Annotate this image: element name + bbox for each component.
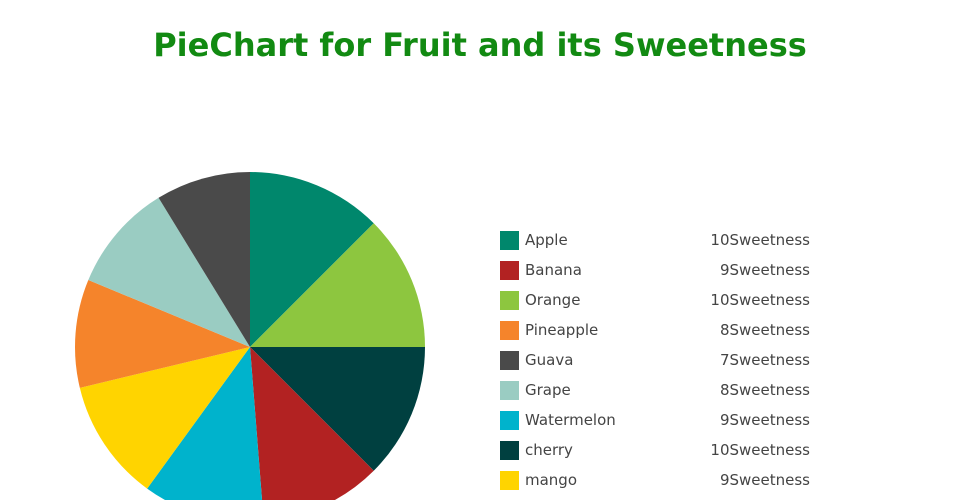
legend-swatch xyxy=(500,350,519,370)
legend-value: 9Sweetness xyxy=(719,261,810,279)
pie-slice-guava[interactable] xyxy=(158,172,250,347)
legend-item-banana[interactable]: Banana 9Sweetness xyxy=(500,255,810,285)
pie-slice-grape[interactable] xyxy=(88,197,250,347)
legend-value: 10Sweetness xyxy=(710,441,810,459)
legend-item-pineapple[interactable]: Pineapple 8Sweetness xyxy=(500,315,810,345)
legend-label: cherry xyxy=(525,441,573,459)
legend-label: Grape xyxy=(525,381,571,399)
legend-swatch xyxy=(500,380,519,400)
pie-slice-watermelon[interactable] xyxy=(147,347,264,500)
legend-value: 8Sweetness xyxy=(719,321,810,339)
legend-label: mango xyxy=(525,471,578,489)
chart-title: PieChart for Fruit and its Sweetness xyxy=(153,26,807,64)
legend-swatch xyxy=(500,410,519,430)
legend-swatch xyxy=(500,290,519,310)
legend-label: Orange xyxy=(525,291,581,309)
legend-swatch xyxy=(500,230,519,250)
legend-item-apple[interactable]: Apple 10Sweetness xyxy=(500,225,810,255)
pie-slice-apple[interactable] xyxy=(250,172,374,347)
legend-swatch xyxy=(500,440,519,460)
legend-swatch xyxy=(500,320,519,340)
pie-slice-cherry[interactable] xyxy=(250,347,425,471)
legend-value: 10Sweetness xyxy=(710,231,810,249)
legend-label: Guava xyxy=(525,351,574,369)
legend-value: 10Sweetness xyxy=(710,291,810,309)
legend-item-cherry[interactable]: cherry 10Sweetness xyxy=(500,435,810,465)
legend-label: Watermelon xyxy=(525,411,616,429)
legend-label: Banana xyxy=(525,261,582,279)
pie-slice-pineapple[interactable] xyxy=(75,280,250,388)
legend-label: Pineapple xyxy=(525,321,599,339)
legend-value: 9Sweetness xyxy=(719,411,810,429)
legend-item-mango[interactable]: mango 9Sweetness xyxy=(500,465,810,495)
legend-item-watermelon[interactable]: Watermelon 9Sweetness xyxy=(500,405,810,435)
pie-slice-banana[interactable] xyxy=(250,347,374,500)
legend-value: 8Sweetness xyxy=(719,381,810,399)
legend-item-orange[interactable]: Orange 10Sweetness xyxy=(500,285,810,315)
pie-slice-orange[interactable] xyxy=(250,223,425,347)
legend-item-guava[interactable]: Guava 7Sweetness xyxy=(500,345,810,375)
pie-slice-mango[interactable] xyxy=(79,347,250,489)
legend-item-grape[interactable]: Grape 8Sweetness xyxy=(500,375,810,405)
legend: Apple 10Sweetness Banana 9Sweetness Orange 10… xyxy=(500,225,810,495)
legend-label: Apple xyxy=(525,231,568,249)
legend-swatch xyxy=(500,260,519,280)
legend-value: 7Sweetness xyxy=(719,351,810,369)
legend-value: 9Sweetness xyxy=(719,471,810,489)
legend-swatch xyxy=(500,470,519,490)
